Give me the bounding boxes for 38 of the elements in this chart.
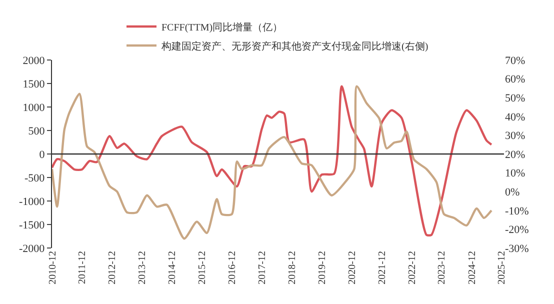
x-tick-label: 2010-12: [47, 251, 58, 284]
x-tick-label: 2024-12: [466, 251, 478, 284]
x-tick-label: 2016-12: [227, 251, 238, 284]
y-tick-label: -1500: [19, 219, 46, 232]
y-tick-label: -1000: [19, 196, 46, 208]
y2-tick-label: 10%: [505, 168, 526, 180]
x-tick-label: 2019-12: [316, 251, 328, 284]
y-tick-label: 0: [39, 148, 46, 161]
y2-tick-label: 40%: [505, 111, 526, 124]
x-tick-label: 2014-12: [167, 251, 178, 284]
x-tick-label: 2022-12: [406, 251, 418, 284]
x-tick-label: 2015-12: [197, 251, 208, 284]
x-tick-label: 2018-12: [286, 251, 298, 284]
y2-tick-label: 50%: [505, 92, 526, 104]
y2-tick-label: -20%: [505, 224, 529, 236]
y-tick-label: 500: [28, 125, 46, 138]
y2-tick-label: 70%: [505, 54, 526, 67]
y2-tick-label: 30%: [505, 130, 526, 142]
y-tick-label: -2000: [19, 242, 46, 255]
x-tick-label: 2020-12: [346, 251, 358, 284]
legend-label: 构建固定资产、无形资产和其他资产支付现金同比增速(右侧): [160, 40, 428, 52]
y2-tick-label: -30%: [505, 242, 529, 255]
x-tick-label: 2023-12: [436, 251, 448, 284]
x-tick-label: 2012-12: [107, 251, 118, 284]
y-tick-label: 1000: [22, 102, 46, 114]
legend-label: FCFF(TTM)同比增量（亿）: [162, 21, 283, 34]
y2-tick-label: 60%: [505, 74, 526, 86]
x-tick-label: 2011-12: [77, 251, 88, 284]
y2-tick-label: 0%: [505, 186, 520, 198]
x-tick-label: 2013-12: [137, 251, 148, 284]
x-tick-label: 2021-12: [376, 251, 388, 284]
y-tick-label: 2000: [22, 54, 46, 67]
x-tick-label: 2017-12: [257, 251, 268, 284]
y2-tick-label: -10%: [505, 205, 529, 218]
y2-tick-label: 20%: [505, 148, 526, 161]
y-tick-label: 1500: [22, 78, 46, 90]
x-tick-label: 2025-12: [496, 251, 508, 284]
y-tick-label: -500: [24, 172, 46, 184]
